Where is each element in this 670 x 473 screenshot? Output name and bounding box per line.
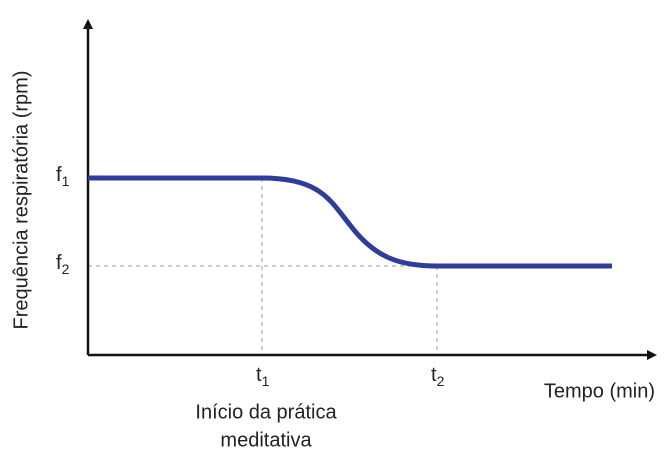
annotation: meditativa [220, 429, 312, 451]
annotation: Início da prática [195, 401, 337, 423]
y-tick-label: f1 [56, 164, 70, 188]
x-axis-label: Tempo (min) [544, 380, 655, 402]
x-tick-label: t1 [256, 364, 270, 388]
curve [88, 175, 612, 269]
y-axis-label: Frequência respiratória (rpm) [10, 71, 32, 330]
x-tick-label: t2 [431, 364, 445, 388]
y-tick-label: f2 [56, 252, 70, 276]
